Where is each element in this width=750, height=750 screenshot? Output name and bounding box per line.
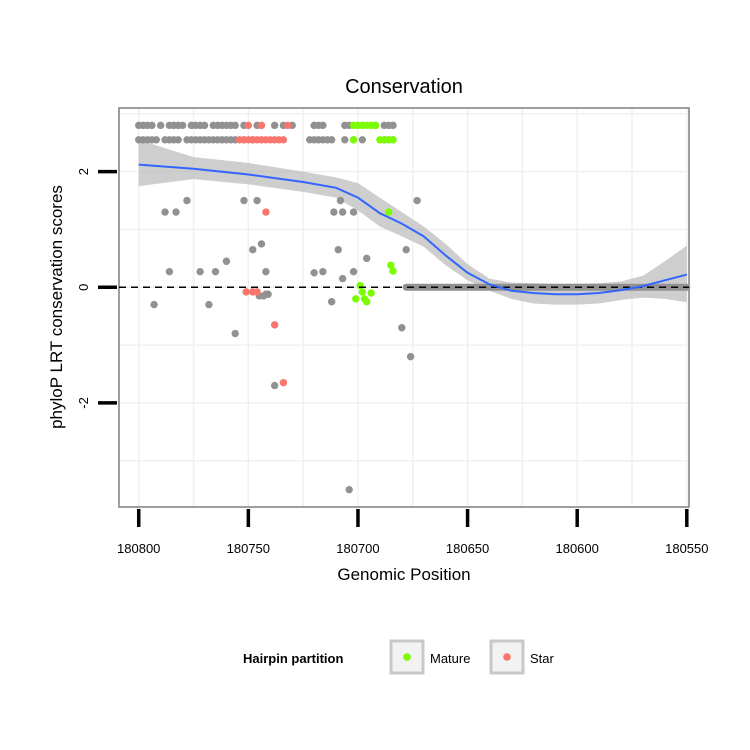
data-point-other [319,121,327,130]
data-point-star [242,288,250,296]
y-tick-label: 2 [76,168,91,175]
smooth-trend-line [138,163,688,296]
legend-label-star: Star [530,651,555,666]
data-point-star [279,378,288,387]
data-point-other [249,245,257,254]
data-point-other [270,381,279,390]
y-axis-label: phyloP LRT conservation scores [47,185,66,429]
data-point-mature [352,295,360,303]
data-point-other [156,121,165,130]
data-point-mature [367,289,375,297]
data-point-star [284,121,292,130]
data-point-star [262,208,270,216]
data-point-other [150,300,158,309]
data-point-other [358,136,367,144]
chart-title: Conservation [345,76,463,98]
data-point-other [231,329,239,338]
data-point-other [349,267,358,276]
data-points-layer [119,121,691,494]
data-point-other [165,267,174,276]
data-point-mature [358,288,367,296]
data-point-other [336,196,345,205]
data-point-other [161,208,169,216]
data-point-other [398,324,406,332]
data-point-other [363,254,371,263]
data-point-other [406,352,415,361]
x-tick-label: 180550 [665,541,708,556]
data-point-star [253,288,261,296]
data-point-other [338,274,347,283]
data-point-other [200,121,209,130]
legend-dot-mature [403,653,411,661]
data-point-other [148,121,156,130]
data-point-other [345,485,353,494]
data-point-mature [356,281,364,290]
data-point-other [330,208,338,216]
x-tick-label: 180750 [227,541,270,556]
data-point-other [402,245,410,254]
y-tick-label: -2 [76,397,91,409]
data-point-star [270,321,279,329]
data-point-other [341,136,349,144]
x-axis-label: Genomic Position [337,565,470,584]
data-point-other [240,196,248,205]
data-point-mature [349,136,358,144]
legend-label-mature: Mature [430,651,470,666]
data-point-other [349,208,358,216]
data-point-other [327,136,336,144]
data-point-other [262,267,270,276]
data-point-star [244,121,253,130]
data-point-other [310,269,318,277]
data-point-other [253,196,261,205]
data-point-other [211,267,220,276]
data-point-other [205,300,213,309]
x-tick-label: 180700 [336,541,379,556]
y-tick-label: 0 [76,284,91,291]
data-point-mature [384,208,393,216]
data-point-other [334,245,342,254]
x-tick-label: 180600 [555,541,598,556]
data-point-other [231,121,239,130]
data-point-mature [371,121,380,130]
data-point-star [279,136,288,144]
data-point-other [174,136,182,144]
y-axis: 2 0 -2 [76,168,117,409]
legend: Hairpin partition Mature Star [243,639,555,675]
data-point-other [196,267,204,276]
data-point-other [262,290,270,298]
data-point-other [319,267,327,276]
data-point-other [152,136,160,144]
x-tick-label: 180650 [446,541,489,556]
data-point-other [338,208,347,216]
data-point-other [389,121,397,130]
data-point-other [172,208,180,216]
data-point-other [413,196,421,205]
x-tick-label: 180800 [117,541,160,556]
plot-panel [118,107,690,508]
legend-dot-star [503,653,511,661]
smooth-line-layer [138,163,688,296]
data-point-mature [389,136,397,144]
data-point-mature [363,298,371,306]
data-point-mature [387,261,395,269]
data-point-other [270,121,279,130]
data-point-mature [389,267,397,275]
data-point-other [257,240,266,248]
data-point-other [183,196,191,205]
confidence-ribbon [138,139,687,305]
confidence-ribbon-layer [138,139,687,305]
x-axis: 180800 180750 180700 180650 180600 180550 [117,509,709,556]
data-point-other [222,257,231,265]
data-point-star [257,121,266,130]
legend-title: Hairpin partition [243,651,343,666]
data-point-other [327,298,336,306]
data-point-other [178,121,187,130]
